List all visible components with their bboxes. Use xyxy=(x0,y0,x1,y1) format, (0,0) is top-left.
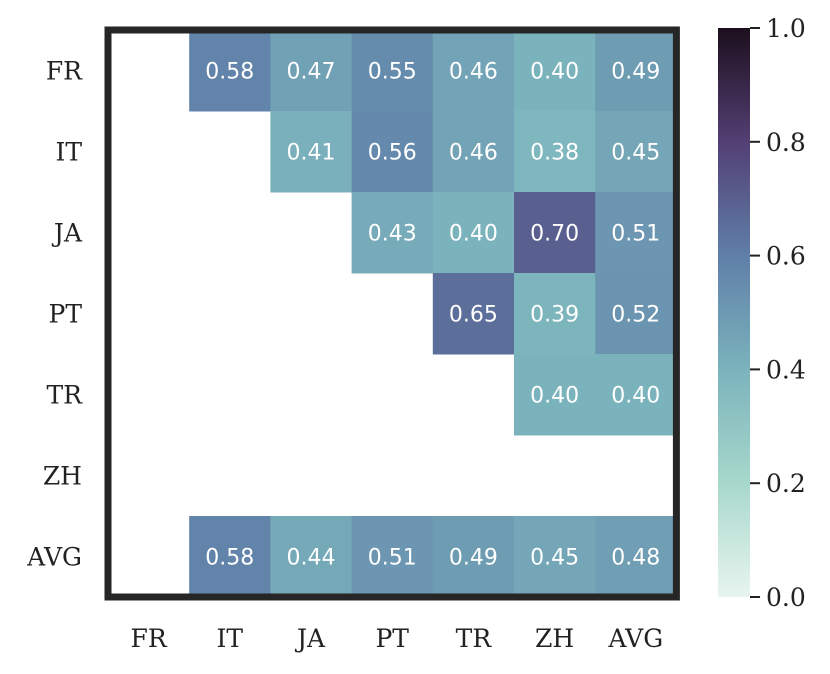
cell-value-label: 0.58 xyxy=(205,60,254,85)
cell-value-label: 0.38 xyxy=(530,141,579,166)
colorbar xyxy=(718,28,750,597)
cell-value-label: 0.49 xyxy=(611,60,660,85)
cell-value-label: 0.47 xyxy=(287,60,336,85)
colorbar-tick-label: 0.0 xyxy=(766,583,806,612)
x-tick-label: AVG xyxy=(607,624,663,653)
heatmap-cell xyxy=(514,354,596,436)
cell-value-label: 0.44 xyxy=(287,546,336,571)
heatmap-cell xyxy=(189,516,271,598)
heatmap-frame xyxy=(104,26,680,601)
cell-value-label: 0.46 xyxy=(449,60,498,85)
heatmap-cell xyxy=(351,111,434,193)
x-tick-label: FR xyxy=(131,624,168,653)
x-tick-label: TR xyxy=(456,624,493,653)
heatmap-cell xyxy=(270,30,353,112)
heatmap-cell xyxy=(432,192,515,274)
heatmap-cell xyxy=(270,516,353,598)
y-axis-ticks: FR IT JA PT TR ZH AVG xyxy=(26,57,83,572)
colorbar-tick-label: 0.6 xyxy=(766,242,806,271)
y-tick-label: TR xyxy=(47,381,84,410)
cell-value-label: 0.52 xyxy=(611,303,660,328)
x-axis-ticks: FR IT JA PT TR ZH AVG xyxy=(131,624,664,653)
heatmap-cell xyxy=(351,192,434,274)
cell-value-label: 0.46 xyxy=(449,141,498,166)
cell-value-label: 0.55 xyxy=(368,60,417,85)
colorbar-tick-label: 0.2 xyxy=(766,469,806,498)
heatmap-cell xyxy=(595,192,677,274)
cell-value-label: 0.45 xyxy=(611,141,660,166)
heatmap-cell xyxy=(351,516,434,598)
y-tick-label: FR xyxy=(46,57,83,86)
cell-value-label: 0.58 xyxy=(205,546,254,571)
cell-value-label: 0.40 xyxy=(611,384,660,409)
heatmap-cell xyxy=(595,30,677,112)
cell-value-label: 0.41 xyxy=(287,141,336,166)
colorbar-tick-label: 0.8 xyxy=(766,128,806,157)
cell-value-label: 0.45 xyxy=(530,546,579,571)
heatmap-cell xyxy=(514,192,596,274)
y-tick-label: PT xyxy=(49,300,83,329)
heatmap-cell xyxy=(514,30,596,112)
cell-value-label: 0.49 xyxy=(449,546,498,571)
y-tick-label: ZH xyxy=(43,462,82,491)
heatmap-cells xyxy=(189,30,677,598)
cell-value-label: 0.56 xyxy=(368,141,417,166)
y-tick-label: AVG xyxy=(26,543,82,572)
heatmap-cell xyxy=(595,354,677,436)
cell-value-label: 0.51 xyxy=(611,222,660,247)
colorbar-tick-label: 0.4 xyxy=(766,355,806,384)
y-tick-label: JA xyxy=(51,219,83,248)
x-tick-label: IT xyxy=(217,624,244,653)
heatmap-cell xyxy=(351,30,434,112)
cell-value-label: 0.70 xyxy=(530,222,579,247)
heatmap-cell-labels: 0.58 0.47 0.55 0.46 0.40 0.49 0.41 0.56 0.46 0.38… xyxy=(205,60,660,571)
cell-value-label: 0.40 xyxy=(530,384,579,409)
heatmap-cell xyxy=(432,111,515,193)
heatmap-cell xyxy=(595,111,677,193)
colorbar-tick-label: 1.0 xyxy=(766,14,806,43)
cell-value-label: 0.40 xyxy=(530,60,579,85)
heatmap-cell xyxy=(432,516,515,598)
cell-value-label: 0.43 xyxy=(368,222,417,247)
heatmap-cell xyxy=(189,30,271,112)
heatmap-cell xyxy=(514,273,596,355)
cell-value-label: 0.65 xyxy=(449,303,498,328)
heatmap-cell xyxy=(514,516,596,598)
x-tick-label: JA xyxy=(294,624,326,653)
heatmap-cell xyxy=(514,111,596,193)
colorbar-ticks: 0.0 0.2 0.4 0.6 0.8 1.0 xyxy=(750,14,806,612)
cell-value-label: 0.39 xyxy=(530,303,579,328)
heatmap-cell xyxy=(595,516,677,598)
cell-value-label: 0.51 xyxy=(368,546,417,571)
heatmap-cell xyxy=(595,273,677,355)
heatmap-cell xyxy=(432,273,515,355)
y-tick-label: IT xyxy=(55,138,82,167)
heatmap-cell xyxy=(270,111,353,193)
heatmap-cell xyxy=(432,30,515,112)
x-tick-label: ZH xyxy=(535,624,574,653)
x-tick-label: PT xyxy=(375,624,409,653)
cell-value-label: 0.40 xyxy=(449,222,498,247)
cell-value-label: 0.48 xyxy=(611,546,660,571)
